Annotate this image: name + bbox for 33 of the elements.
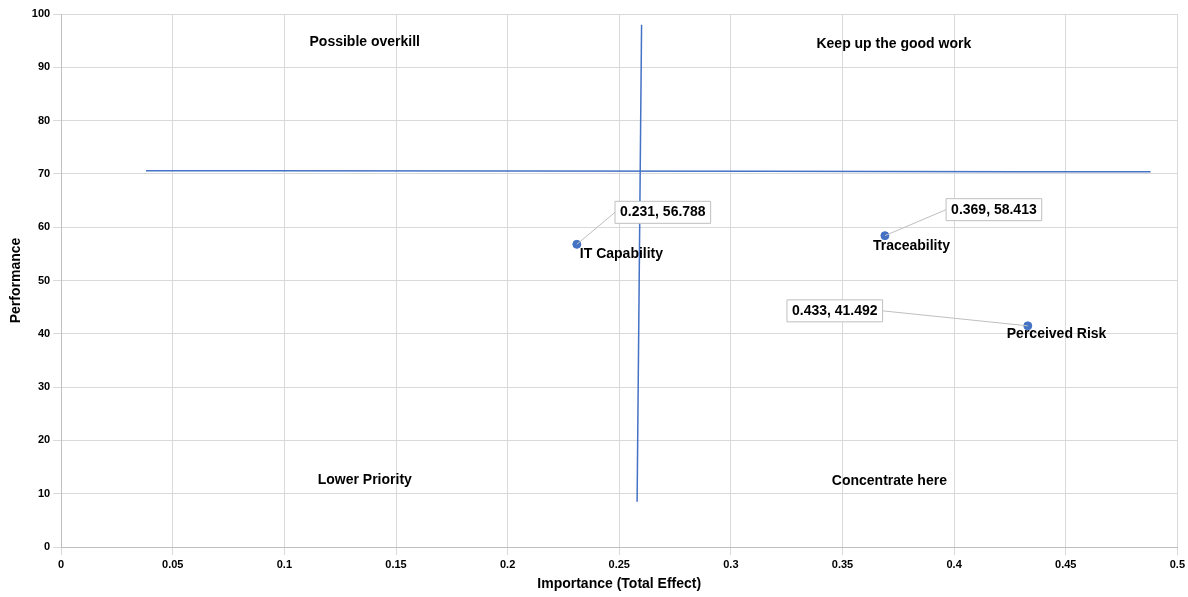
x-tick-label: 0.35 [831,557,854,570]
data-label: 0.433, 41.492 [791,301,878,318]
x-axis-title: Importance (Total Effect) [537,575,702,592]
x-tick-label: 0.15 [385,557,407,570]
y-tick-label: 60 [37,220,51,233]
y-tick-label: 50 [37,273,51,286]
y-axis-title: Performance [7,237,24,324]
x-tick-label: 0.1 [276,557,293,570]
x-tick-label: 0.45 [1055,557,1077,570]
x-tick-label: 0 [58,557,65,570]
y-tick-label: 10 [37,486,51,499]
y-tick-label: 20 [37,433,51,446]
annotation: Concentrate here [831,472,948,489]
series-label: Perceived Risk [1006,324,1107,341]
y-tick-label: 40 [37,326,51,339]
data-label: 0.231, 56.788 [620,203,706,220]
y-tick-label: 100 [31,7,51,20]
x-tick-label: 0.2 [499,557,516,570]
x-tick-label: 0.25 [608,557,630,570]
x-tick-label: 0.3 [723,557,739,570]
annotation: Keep up the good work [816,35,972,52]
annotation: Possible overkill [309,33,421,50]
y-tick-label: 80 [37,113,51,126]
y-tick-label: 0 [44,540,51,553]
x-tick-label: 0.4 [946,557,963,570]
data-label: 0.369, 58.413 [951,200,1037,217]
y-tick-label: 70 [37,166,51,179]
y-tick-label: 90 [37,60,51,73]
annotation: Lower Priority [317,471,413,488]
x-tick-label: 0.05 [162,557,184,570]
y-tick-label: 30 [37,380,51,393]
series-label: Traceability [872,236,951,253]
x-tick-label: 0.5 [1169,557,1185,570]
